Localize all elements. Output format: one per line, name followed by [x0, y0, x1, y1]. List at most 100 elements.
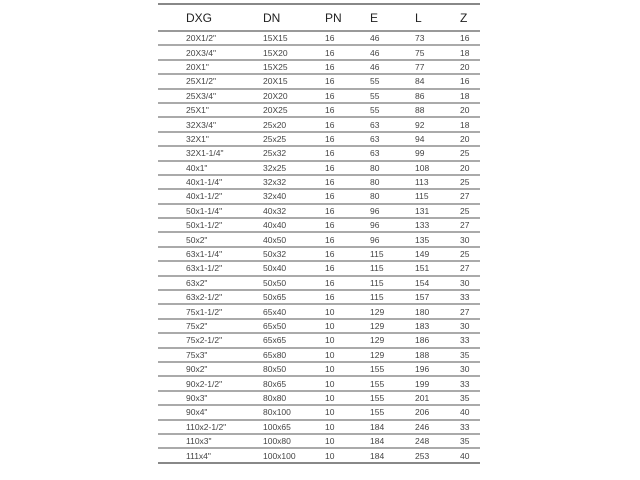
header-z: Z	[460, 4, 480, 32]
cell-l: 206	[415, 405, 460, 421]
cell-dxg: 25X3/4"	[158, 88, 263, 104]
table-row: 110x2-1/2" 100x65 10 184 246 33	[158, 419, 480, 435]
cell-z: 25	[460, 146, 480, 162]
cell-pn: 10	[325, 390, 370, 407]
cell-pn: 10	[325, 433, 370, 450]
cell-pn: 10	[325, 318, 370, 335]
cell-e: 63	[370, 146, 415, 162]
cell-dn: 25x25	[263, 131, 325, 148]
table-row: 75x3" 65x80 10 129 188 35	[158, 347, 480, 364]
cell-z: 18	[460, 117, 480, 133]
cell-l: 183	[415, 318, 460, 335]
cell-z: 27	[460, 189, 480, 205]
cell-dxg: 63x1-1/2"	[158, 261, 263, 277]
cell-z: 40	[460, 450, 470, 461]
table-row: 75x1-1/2" 65x40 10 129 180 27	[158, 304, 480, 320]
cell-pn: 16	[325, 203, 370, 220]
cell-pn: 16	[325, 74, 370, 90]
table-row: 50x1-1/2" 40x40 16 96 133 27	[158, 218, 480, 234]
cell-dn: 65x80	[263, 347, 325, 364]
cell-pn: 16	[325, 117, 370, 133]
cell-z: 30	[460, 232, 480, 248]
cell-e: 155	[370, 376, 415, 392]
table-row: 63x1-1/4" 50x32 16 115 149 25	[158, 246, 480, 263]
cell-pn: 16	[325, 290, 370, 306]
cell-dn: 32x25	[263, 160, 325, 176]
cell-e: 80	[370, 174, 415, 191]
cell-e: 129	[370, 333, 415, 349]
cell-dxg: 20X1"	[158, 59, 263, 76]
cell-pn: 16	[325, 88, 370, 104]
cell-l: 77	[415, 59, 460, 76]
table-row: 110x3" 100x80 10 184 248 35	[158, 433, 480, 450]
cell-e: 96	[370, 218, 415, 234]
cell-dn: 65x65	[263, 333, 325, 349]
cell-l: 188	[415, 347, 460, 364]
cell-z: 35	[460, 347, 480, 364]
cell-dn: 80x65	[263, 376, 325, 392]
cell-pn: 16	[325, 275, 370, 292]
cell-pn: 16	[325, 261, 370, 277]
cell-dxg: 32X1-1/4"	[158, 146, 263, 162]
cell-z: 27	[460, 218, 480, 234]
cell-z: 20	[460, 59, 480, 76]
cell-l: 180	[415, 304, 460, 320]
cell-z: 20	[460, 102, 480, 119]
cell-dn: 50x50	[263, 275, 325, 292]
cell-dxg: 90x4"	[158, 405, 263, 421]
cell-l: 75	[415, 45, 460, 61]
cell-dxg: 25X1/2"	[158, 74, 263, 90]
cell-pn: 10	[325, 419, 370, 435]
cell-z: 35	[460, 390, 480, 407]
cell-pn: 10	[325, 376, 370, 392]
cell-dxg: 50x1-1/4"	[158, 203, 263, 220]
cell-e: 46	[370, 59, 415, 76]
table-row: 90x2" 80x50 10 155 196 30	[158, 361, 480, 378]
cell-dn: 40x40	[263, 218, 325, 234]
cell-dn: 80x80	[263, 390, 325, 407]
cell-l: 73	[415, 31, 460, 47]
cell-dxg: 75x2-1/2"	[158, 333, 263, 349]
cell-l: 135	[415, 232, 460, 248]
table-row: 25X1/2" 20X15 16 55 84 16	[158, 74, 480, 90]
table-row: 20X1/2" 15X15 16 46 73 16	[158, 31, 480, 47]
cell-z: 25	[460, 203, 480, 220]
cell-e: 184	[370, 419, 415, 435]
table-row: 40x1" 32x25 16 80 108 20	[158, 160, 480, 176]
cell-z: 20	[460, 160, 480, 176]
cell-l: 186	[415, 333, 460, 349]
cell-pn: 10	[325, 361, 370, 378]
cell-e: 96	[370, 203, 415, 220]
cell-z: 25	[460, 174, 480, 191]
cell-l: 201	[415, 390, 460, 407]
cell-dn: 25x32	[263, 146, 325, 162]
cell-l: 154	[415, 275, 460, 292]
cell-e: 129	[370, 304, 415, 320]
cell-dn: 25x20	[263, 117, 325, 133]
cell-dn: 20X20	[263, 88, 325, 104]
cell-z: 30	[460, 318, 480, 335]
table-row: 90x2-1/2" 80x65 10 155 199 33	[158, 376, 480, 392]
cell-z: 30	[460, 361, 480, 378]
table-row: 50x1-1/4" 40x32 16 96 131 25	[158, 203, 480, 220]
cell-l: 113	[415, 174, 460, 191]
cell-pn: 16	[325, 131, 370, 148]
cell-pn: 16	[325, 45, 370, 61]
table-row: 32X3/4" 25x20 16 63 92 18	[158, 117, 480, 133]
cell-dn: 40x50	[263, 232, 325, 248]
cell-e: 55	[370, 102, 415, 119]
cell-z: 25	[460, 246, 480, 263]
cell-dn: 15X15	[263, 31, 325, 47]
cell-e: 80	[370, 160, 415, 176]
cell-z: 27	[460, 261, 480, 277]
table-row: 40x1-1/2" 32x40 16 80 115 27	[158, 189, 480, 205]
cell-dn: 100x100	[263, 450, 296, 461]
cell-z: 33	[460, 419, 480, 435]
cell-e: 80	[370, 189, 415, 205]
cell-e: 46	[370, 45, 415, 61]
cell-dn: 20X25	[263, 102, 325, 119]
cell-l: 253	[415, 450, 430, 461]
cell-z: 35	[460, 433, 480, 450]
cell-dn: 50x65	[263, 290, 325, 306]
table-row: 90x3" 80x80 10 155 201 35	[158, 390, 480, 407]
